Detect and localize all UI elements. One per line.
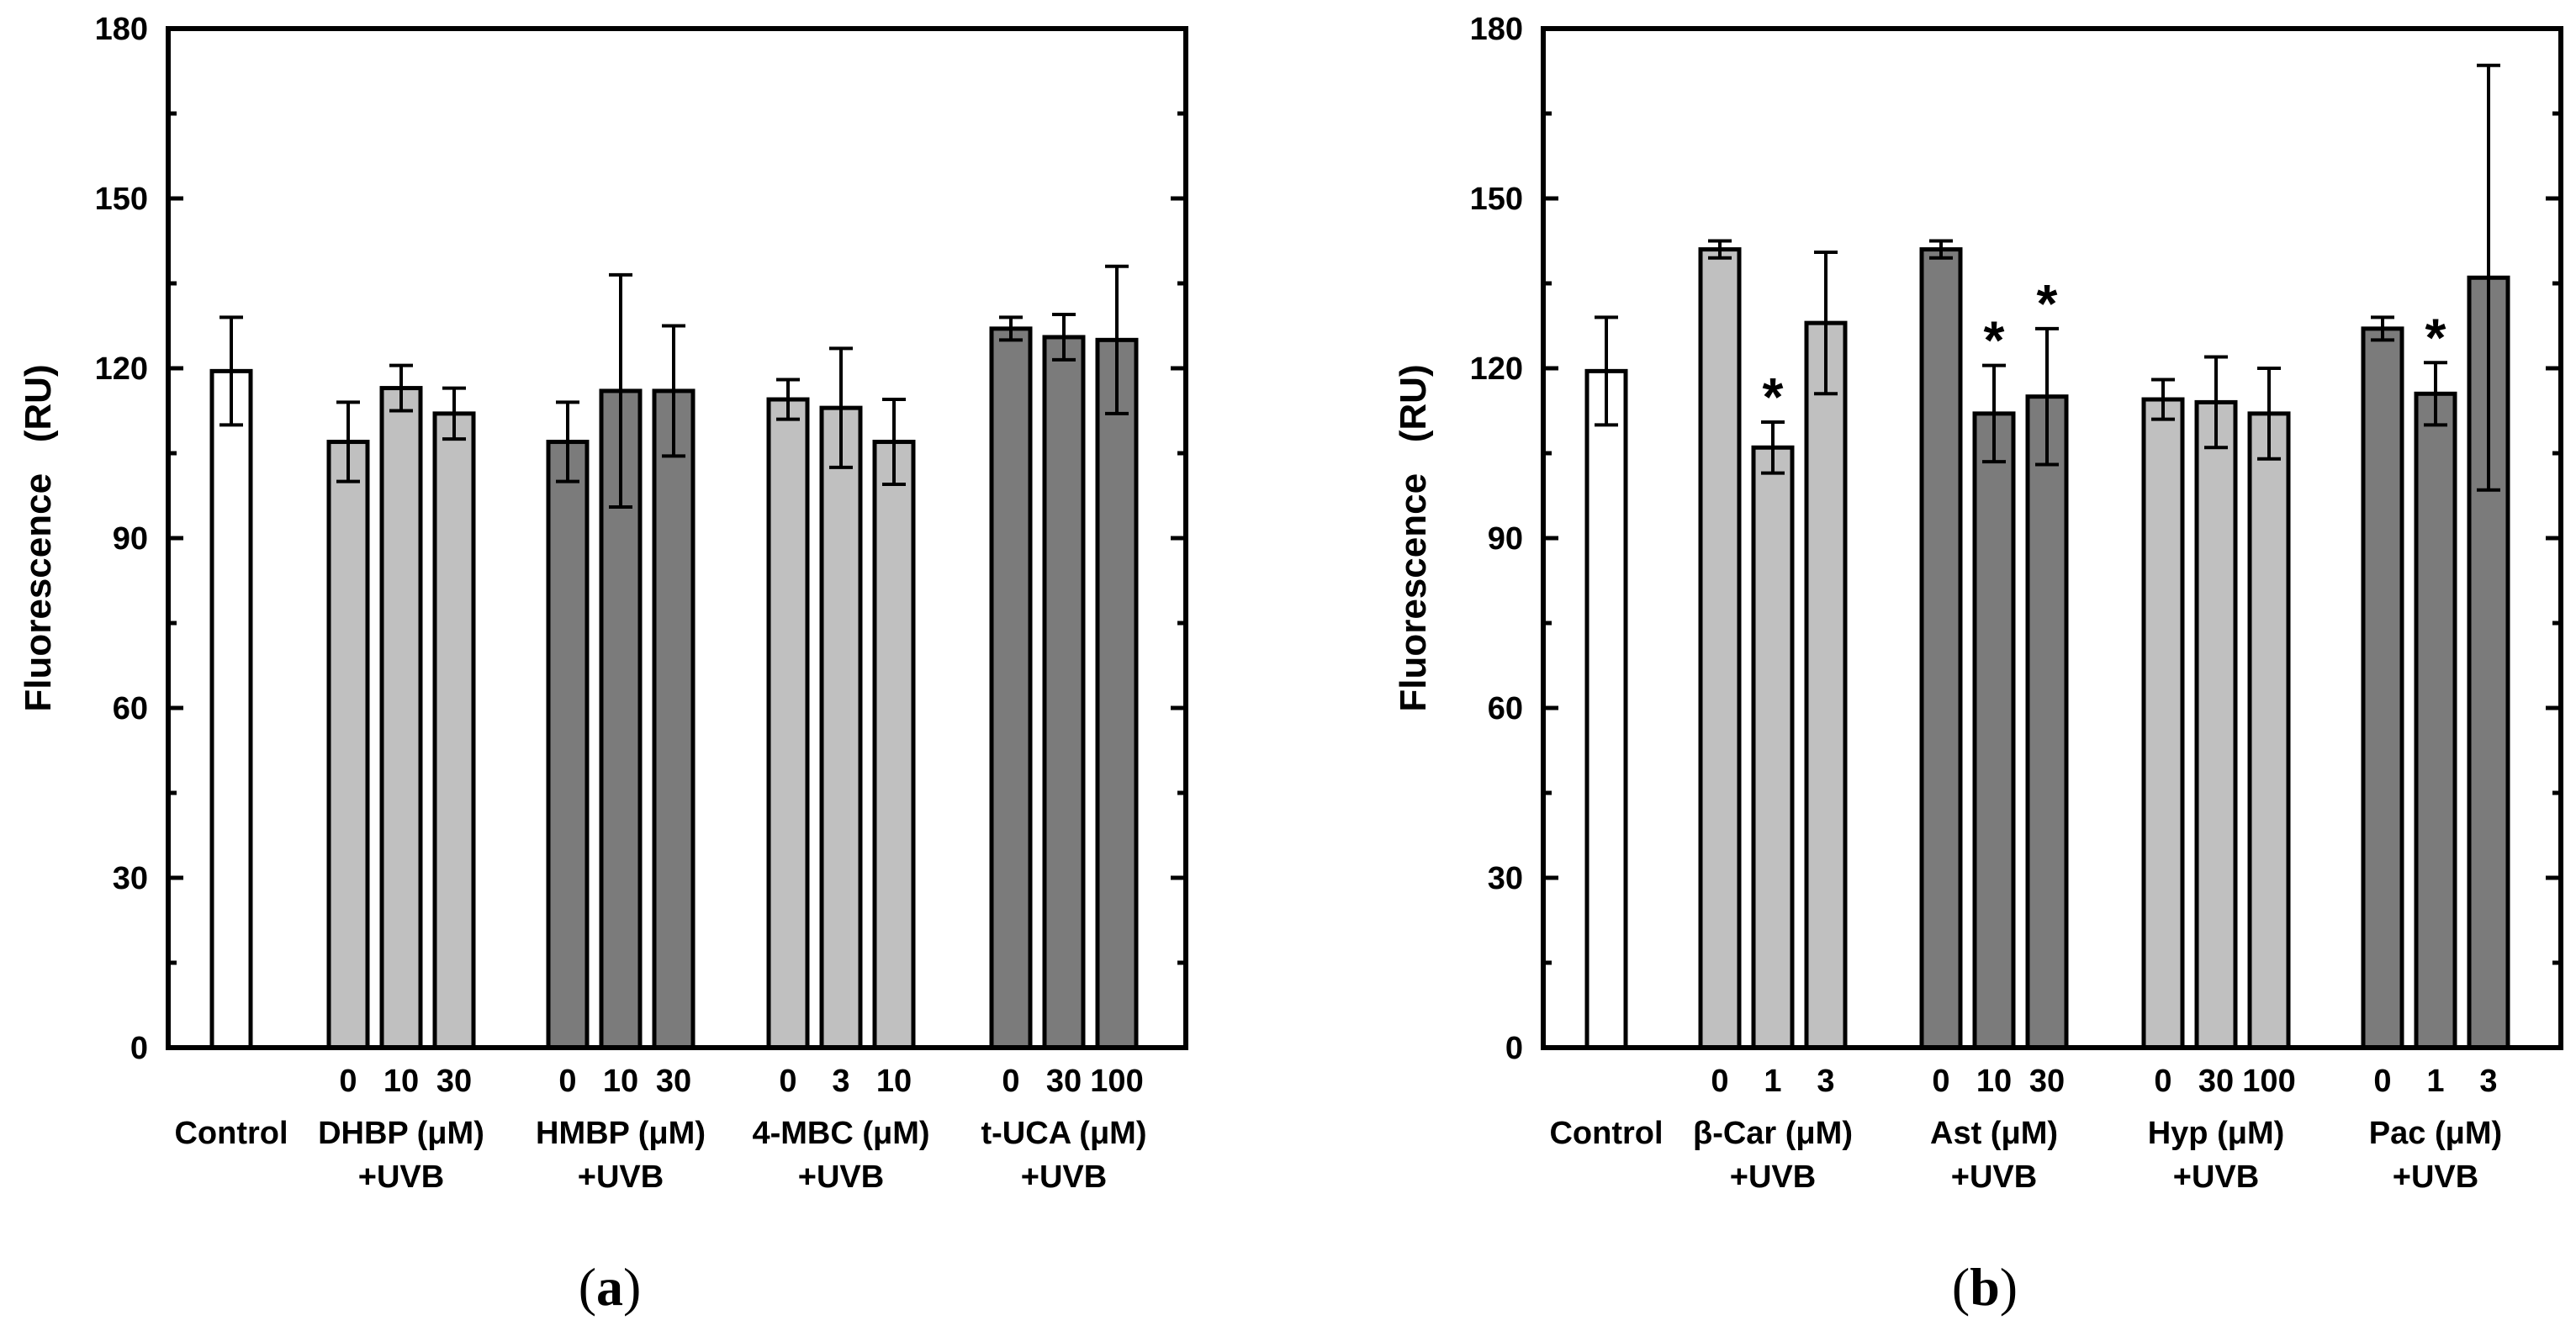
- x-group-label: Ast (μM): [1930, 1116, 2058, 1151]
- bar: [2025, 394, 2069, 1050]
- x-tick-label: 10: [1976, 1064, 2012, 1099]
- bar: [1584, 368, 1628, 1050]
- x-tick-label: 30: [656, 1064, 691, 1099]
- x-tick-label: 10: [876, 1064, 912, 1099]
- x-group-label: +UVB: [578, 1159, 664, 1195]
- y-tick-label: 90: [113, 521, 148, 557]
- x-tick-label: 0: [339, 1064, 357, 1099]
- bar: [872, 440, 916, 1050]
- x-tick-label: 100: [2242, 1064, 2295, 1099]
- x-group-label: +UVB: [1730, 1159, 1816, 1195]
- y-tick-label: 120: [1470, 351, 1523, 387]
- bar: [989, 326, 1033, 1050]
- x-group-label: DHBP (μM): [318, 1116, 484, 1151]
- y-tick-label: 120: [95, 351, 148, 387]
- y-tick-label: 90: [1488, 521, 1523, 557]
- x-tick-label: 30: [1046, 1064, 1082, 1099]
- y-tick-label: 0: [130, 1031, 148, 1066]
- bar: [819, 405, 863, 1050]
- bar: [432, 411, 476, 1050]
- significance-star: *: [2037, 273, 2058, 334]
- x-tick-label: 0: [1002, 1064, 1019, 1099]
- x-tick-label: 0: [558, 1064, 576, 1099]
- x-group-label: Control: [174, 1116, 288, 1151]
- x-group-label: Pac (μM): [2369, 1116, 2502, 1151]
- bar: [652, 388, 696, 1050]
- x-tick-label: 30: [2198, 1064, 2234, 1099]
- y-tick-label: 150: [1470, 182, 1523, 217]
- bar: [1972, 411, 2016, 1050]
- x-tick-label: 0: [2154, 1064, 2171, 1099]
- bar: [2414, 391, 2457, 1050]
- plot-frame: [1541, 26, 2563, 1050]
- x-tick-label: 3: [1817, 1064, 1834, 1099]
- panel-label: (a): [579, 1257, 642, 1317]
- x-tick-label: 3: [2479, 1064, 2497, 1099]
- bar: [2361, 326, 2404, 1050]
- x-group-label: +UVB: [1951, 1159, 2037, 1195]
- x-group-label: t-UCA (μM): [981, 1116, 1147, 1151]
- x-tick-label: 30: [436, 1064, 472, 1099]
- bar: [2194, 399, 2238, 1050]
- bar: [2141, 397, 2185, 1050]
- x-group-label: HMBP (μM): [536, 1116, 706, 1151]
- x-tick-label: 10: [603, 1064, 638, 1099]
- x-tick-label: 1: [2426, 1064, 2444, 1099]
- x-tick-label: 0: [1932, 1064, 1949, 1099]
- y-tick-label: 30: [1488, 861, 1523, 896]
- bar: [209, 368, 253, 1050]
- bar: [1919, 247, 1963, 1050]
- y-tick-label: 60: [1488, 691, 1523, 726]
- x-tick-label: 0: [1711, 1064, 1728, 1099]
- x-tick-label: 3: [832, 1064, 849, 1099]
- x-group-label: 4-MBC (μM): [752, 1116, 929, 1151]
- bar: [326, 440, 370, 1050]
- x-group-label: +UVB: [358, 1159, 444, 1195]
- bar: [1095, 337, 1139, 1050]
- x-tick-label: 30: [2029, 1064, 2065, 1099]
- x-tick-label: 0: [779, 1064, 796, 1099]
- bar: [1804, 320, 1848, 1050]
- y-tick-label: 180: [1470, 12, 1523, 47]
- x-tick-label: 100: [1090, 1064, 1143, 1099]
- y-axis-label: Fluorescence (RU): [18, 364, 59, 711]
- bar: [1698, 247, 1742, 1050]
- x-group-label: Control: [1549, 1116, 1663, 1151]
- x-group-label: Hyp (μM): [2148, 1116, 2285, 1151]
- significance-star: *: [1763, 367, 1784, 427]
- plot-frame: [166, 26, 1188, 1050]
- y-tick-label: 60: [113, 691, 148, 726]
- bar: [2247, 411, 2291, 1050]
- x-group-label: +UVB: [2173, 1159, 2259, 1195]
- x-tick-label: 0: [2373, 1064, 2391, 1099]
- bar: [379, 386, 423, 1050]
- significance-star: *: [1984, 310, 2005, 371]
- bar: [766, 397, 810, 1050]
- x-group-label: +UVB: [1021, 1159, 1107, 1195]
- y-tick-label: 30: [113, 861, 148, 896]
- y-axis-label: Fluorescence (RU): [1393, 364, 1434, 711]
- x-group-label: β-Car (μM): [1693, 1116, 1853, 1151]
- bar: [1751, 445, 1795, 1050]
- x-group-label: +UVB: [2393, 1159, 2478, 1195]
- x-tick-label: 1: [1764, 1064, 1781, 1099]
- x-tick-label: 10: [383, 1064, 419, 1099]
- bar: [546, 440, 590, 1050]
- significance-star: *: [2425, 307, 2446, 367]
- y-tick-label: 180: [95, 12, 148, 47]
- x-group-label: +UVB: [798, 1159, 884, 1195]
- panel-label: (b): [1952, 1257, 2018, 1317]
- bar: [1042, 335, 1086, 1050]
- y-tick-label: 150: [95, 182, 148, 217]
- y-tick-label: 0: [1505, 1031, 1523, 1066]
